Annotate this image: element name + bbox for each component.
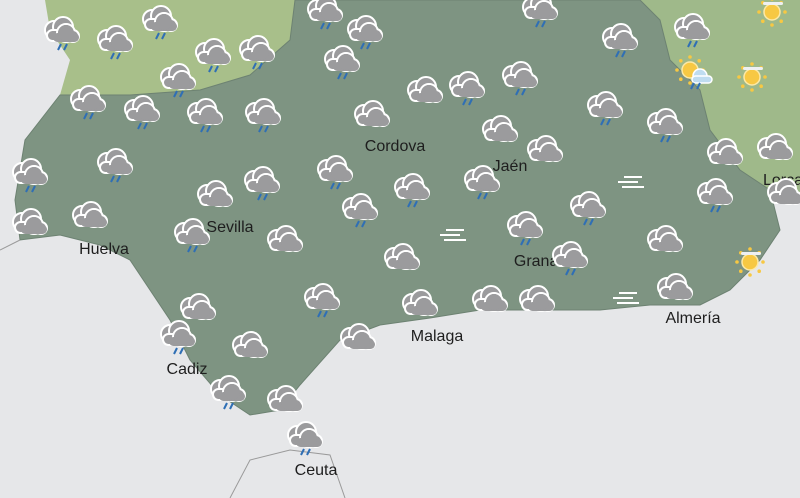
cloud-icon [335, 320, 381, 360]
cloud-icon [514, 282, 560, 322]
cloud-icon [349, 97, 395, 137]
border-line [0, 239, 21, 251]
rain-cloud-icon [92, 22, 138, 62]
rain-cloud-icon [155, 317, 201, 357]
rain-cloud-icon [119, 92, 165, 132]
rain-cloud-icon [282, 418, 328, 458]
north-land [45, 0, 300, 95]
cloud-icon [642, 222, 688, 262]
rain-cloud-icon [389, 170, 435, 210]
rain-cloud-icon [299, 280, 345, 320]
rain-cloud-icon [92, 145, 138, 185]
rain-cloud-icon [7, 155, 53, 195]
sun-cloud-rain-icon [672, 52, 718, 92]
city-label-ceuta: Ceuta [294, 462, 338, 479]
city-label-cadiz: Cadiz [166, 361, 208, 378]
rain-cloud-icon [39, 13, 85, 53]
rain-cloud-icon [65, 82, 111, 122]
rain-cloud-icon [234, 32, 280, 72]
cloud-icon [467, 282, 513, 322]
cloud-icon [397, 286, 443, 326]
rain-cloud-icon [312, 152, 358, 192]
rain-cloud-icon [302, 0, 348, 32]
cloud-icon [262, 222, 308, 262]
border-line [229, 449, 346, 498]
rain-cloud-icon [582, 88, 628, 128]
rain-cloud-icon [342, 12, 388, 52]
sun-icon [729, 55, 775, 95]
rain-cloud-icon [155, 60, 201, 100]
rain-cloud-icon [597, 20, 643, 60]
rain-cloud-icon [239, 163, 285, 203]
rain-cloud-icon [319, 42, 365, 82]
cloud-icon [652, 270, 698, 310]
rain-cloud-icon [182, 95, 228, 135]
cloud-icon [175, 290, 221, 330]
city-label-sevilla: Sevilla [206, 219, 254, 236]
fog-icon [432, 215, 478, 255]
cloud-icon [477, 112, 523, 152]
cloud-icon [67, 198, 113, 238]
cloud-icon [522, 132, 568, 172]
rain-cloud-icon [497, 58, 543, 98]
cloud-icon [192, 177, 238, 217]
rain-cloud-icon [565, 188, 611, 228]
rain-cloud-icon [642, 105, 688, 145]
rain-cloud-icon [137, 2, 183, 42]
city-label-cordova: Cordova [364, 138, 426, 155]
rain-cloud-icon [547, 238, 593, 278]
rain-cloud-icon [444, 68, 490, 108]
rain-cloud-icon [459, 162, 505, 202]
rain-cloud-icon [502, 208, 548, 248]
rain-cloud-icon [692, 175, 738, 215]
rain-cloud-icon [169, 215, 215, 255]
fog-icon [610, 162, 656, 202]
city-label-almeria: Almería [665, 310, 721, 327]
city-label-jaen: Jaén [492, 158, 528, 175]
cloud-icon [762, 175, 800, 215]
rain-cloud-icon [337, 190, 383, 230]
rain-cloud-icon [190, 35, 236, 75]
cloud-icon [227, 328, 273, 368]
cloud-icon [402, 73, 448, 113]
cloud-icon [7, 205, 53, 245]
rain-cloud-icon [240, 95, 286, 135]
sun-icon [727, 240, 773, 280]
cloud-icon [702, 135, 748, 175]
cloud-icon [379, 240, 425, 280]
city-label-malaga: Malaga [410, 328, 464, 345]
cloud-icon [752, 130, 798, 170]
fog-icon [605, 278, 651, 318]
city-label-huelva: Huelva [79, 241, 129, 258]
rain-cloud-icon [205, 372, 251, 412]
cloud-icon [262, 382, 308, 422]
rain-cloud-icon [517, 0, 563, 30]
sun-icon [749, 0, 795, 30]
rain-cloud-icon [669, 10, 715, 50]
